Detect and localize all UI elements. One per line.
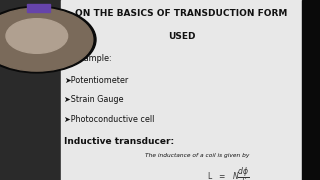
Text: L   =   $N\dfrac{d\phi}{di}$: L = $N\dfrac{d\phi}{di}$ <box>207 166 250 180</box>
Circle shape <box>6 19 68 53</box>
Circle shape <box>0 6 96 73</box>
Text: =   $\dfrac{N^2\mu_0 A}{l}$: = $\dfrac{N^2\mu_0 A}{l}$ <box>207 178 247 180</box>
Text: ➤Photoconductive cell: ➤Photoconductive cell <box>64 115 154 124</box>
Text: Inductive transducer:: Inductive transducer: <box>64 137 174 146</box>
Circle shape <box>0 8 93 71</box>
Text: •  Example:: • Example: <box>64 54 112 63</box>
Text: ➤Strain Gauge: ➤Strain Gauge <box>64 95 124 104</box>
Text: USED: USED <box>168 32 195 41</box>
Text: ON THE BASICS OF TRANSDUCTION FORM: ON THE BASICS OF TRANSDUCTION FORM <box>76 9 288 18</box>
Bar <box>61 0 320 180</box>
Bar <box>302 0 320 180</box>
Text: The inductance of a coil is given by: The inductance of a coil is given by <box>145 153 250 158</box>
Text: ➤Potentiometer: ➤Potentiometer <box>64 76 128 85</box>
Bar <box>27 4 50 12</box>
